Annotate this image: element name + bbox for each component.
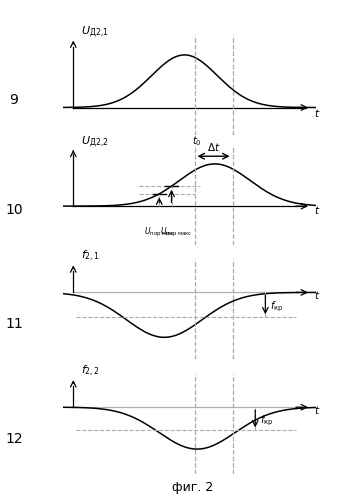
Text: фиг. 2: фиг. 2: [172, 481, 214, 494]
Text: 11: 11: [5, 317, 23, 331]
Text: t: t: [314, 109, 319, 119]
Text: t: t: [314, 291, 319, 301]
Text: $t_0$: $t_0$: [192, 134, 202, 148]
Text: $U_{\text{пор макс}}$: $U_{\text{пор макс}}$: [160, 226, 193, 239]
Text: $U_{\text{Д2,2}}$: $U_{\text{Д2,2}}$: [81, 134, 109, 149]
Text: 12: 12: [5, 432, 23, 446]
Text: $f_{\text{кр}}$: $f_{\text{кр}}$: [260, 414, 274, 428]
Text: t: t: [314, 406, 319, 416]
Text: t: t: [314, 207, 319, 217]
Text: 9: 9: [9, 93, 19, 107]
Text: $f_{\text{кр}}$: $f_{\text{кр}}$: [270, 299, 284, 314]
Text: $f_{2,1}$: $f_{2,1}$: [81, 250, 100, 264]
Text: $f_{2,2}$: $f_{2,2}$: [81, 364, 100, 379]
Text: 10: 10: [5, 203, 23, 217]
Text: $U_{\text{пор мин}}$: $U_{\text{пор мин}}$: [144, 226, 174, 239]
Text: $\Delta t$: $\Delta t$: [207, 141, 220, 153]
Text: $U_{\text{Д2,1}}$: $U_{\text{Д2,1}}$: [81, 25, 109, 39]
